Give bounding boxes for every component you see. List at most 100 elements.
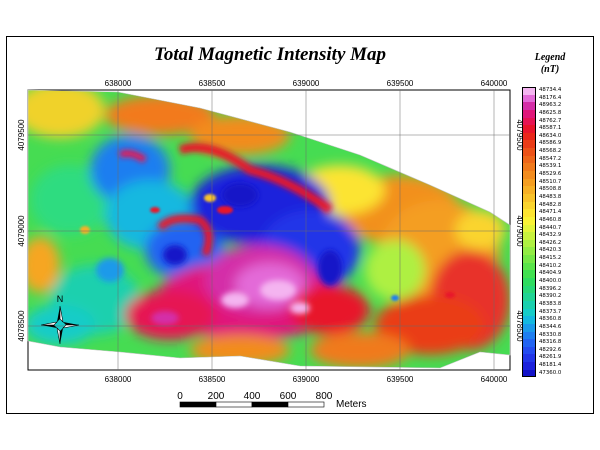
legend-swatch xyxy=(522,209,536,217)
legend-swatch xyxy=(522,201,536,210)
y-tick-label: 4079000 xyxy=(515,215,524,247)
legend-entry: 48426.2 xyxy=(522,239,580,248)
legend-value: 48383.8 xyxy=(539,300,562,307)
legend-entry: 48482.8 xyxy=(522,201,580,210)
legend-entry: 48396.2 xyxy=(522,285,580,294)
legend-swatch xyxy=(522,278,536,286)
y-axis-right: 4079500 4079000 4078500 xyxy=(515,119,524,342)
legend-swatch xyxy=(522,140,536,149)
legend-entry: 48460.8 xyxy=(522,216,580,225)
legend-value: 48634.0 xyxy=(539,132,562,139)
x-tick-label: 639000 xyxy=(293,375,320,384)
legend-swatch xyxy=(522,178,536,187)
legend-value: 48471.4 xyxy=(539,209,562,216)
legend-swatch xyxy=(522,109,536,118)
legend-entry: 48415.2 xyxy=(522,255,580,263)
legend-entry: 48383.8 xyxy=(522,300,580,309)
legend-value: 48762.7 xyxy=(539,117,562,124)
legend-entry: 48330.8 xyxy=(522,331,580,340)
x-tick-label: 638500 xyxy=(199,375,226,384)
legend-value: 48176.4 xyxy=(539,94,562,101)
legend-entry: 48634.0 xyxy=(522,132,580,141)
legend-swatch xyxy=(522,193,536,202)
legend-value: 48373.7 xyxy=(539,308,562,315)
legend-value: 48410.2 xyxy=(539,262,562,269)
x-tick-label: 638000 xyxy=(105,79,132,88)
legend-value: 48390.2 xyxy=(539,293,562,300)
legend-value: 48539.1 xyxy=(539,163,562,170)
legend-entry: 48292.6 xyxy=(522,346,580,355)
legend-value: 48316.8 xyxy=(539,339,562,346)
legend-swatch xyxy=(522,262,536,271)
legend-swatch xyxy=(522,216,536,225)
legend-value: 48547.2 xyxy=(539,155,562,162)
legend-value: 48568.2 xyxy=(539,148,562,155)
legend-value: 48330.8 xyxy=(539,331,562,338)
legend-entry: 48400.0 xyxy=(522,278,580,286)
x-axis-bottom: 638000 638500 639000 639500 640000 xyxy=(105,375,508,384)
y-tick-label: 4079500 xyxy=(17,119,26,151)
x-tick-label: 639000 xyxy=(293,79,320,88)
x-tick-label: 640000 xyxy=(481,375,508,384)
legend-swatch xyxy=(522,255,536,263)
map-grid xyxy=(28,90,510,370)
legend-entry: 48471.4 xyxy=(522,209,580,217)
legend-entry: 48420.3 xyxy=(522,247,580,256)
legend-value: 48734.4 xyxy=(539,87,562,93)
legend-entry: 48316.8 xyxy=(522,339,580,347)
legend-swatch xyxy=(522,300,536,309)
legend-value: 48508.8 xyxy=(539,186,562,193)
legend-entry: 48176.4 xyxy=(522,94,580,103)
legend-value: 48529.6 xyxy=(539,171,562,178)
legend-swatch xyxy=(522,163,536,172)
legend-swatch xyxy=(522,224,536,233)
y-tick-label: 4079500 xyxy=(515,119,524,151)
legend-swatch xyxy=(522,247,536,256)
legend-swatch xyxy=(522,316,536,324)
legend-entry: 48625.8 xyxy=(522,109,580,118)
legend-entry: 48390.2 xyxy=(522,293,580,301)
legend-entry: 48410.2 xyxy=(522,262,580,271)
legend-swatch xyxy=(522,369,536,378)
legend-entry: 48404.9 xyxy=(522,270,580,279)
x-tick-label: 638000 xyxy=(105,375,132,384)
legend-entry: 48547.2 xyxy=(522,155,580,164)
legend-value: 48292.6 xyxy=(539,346,562,353)
legend-entry: 48483.8 xyxy=(522,193,580,202)
legend-value: 48404.9 xyxy=(539,270,562,277)
legend-value: 48483.8 xyxy=(539,193,562,200)
legend-swatch xyxy=(522,171,536,179)
legend-value: 48360.8 xyxy=(539,316,562,323)
legend-value: 48420.3 xyxy=(539,247,562,254)
legend-swatch xyxy=(522,186,536,194)
legend-entry: 48432.9 xyxy=(522,232,580,240)
legend-entry: 48373.7 xyxy=(522,308,580,317)
legend-value: 48432.9 xyxy=(539,232,562,239)
legend-swatch xyxy=(522,323,536,332)
map-title: Total Magnetic Intensity Map xyxy=(153,44,387,65)
y-tick-label: 4078500 xyxy=(515,310,524,342)
scale-label: 400 xyxy=(244,391,261,402)
legend-entry: 48568.2 xyxy=(522,148,580,156)
legend-swatch xyxy=(522,354,536,363)
survey-boundary xyxy=(27,89,511,369)
legend-swatch xyxy=(522,232,536,240)
legend-swatch xyxy=(522,117,536,126)
legend-entry: 48360.8 xyxy=(522,316,580,324)
legend-entry: 48344.6 xyxy=(522,323,580,332)
legend-entry: 48529.6 xyxy=(522,171,580,179)
legend-value: 48396.2 xyxy=(539,285,562,292)
legend-entry: 48587.1 xyxy=(522,125,580,133)
scale-units: Meters xyxy=(336,399,367,410)
legend-value: 48963.2 xyxy=(539,102,562,109)
legend-swatch xyxy=(522,362,536,370)
legend-entry: 48181.4 xyxy=(522,362,580,370)
legend-swatch xyxy=(522,94,536,103)
legend-swatch xyxy=(522,148,536,156)
legend-entry: 48586.9 xyxy=(522,140,580,149)
y-tick-label: 4079000 xyxy=(17,215,26,247)
legend-value: 48400.0 xyxy=(539,278,562,285)
legend-swatch xyxy=(522,155,536,164)
legend-title: Legend xyxy=(534,52,566,63)
